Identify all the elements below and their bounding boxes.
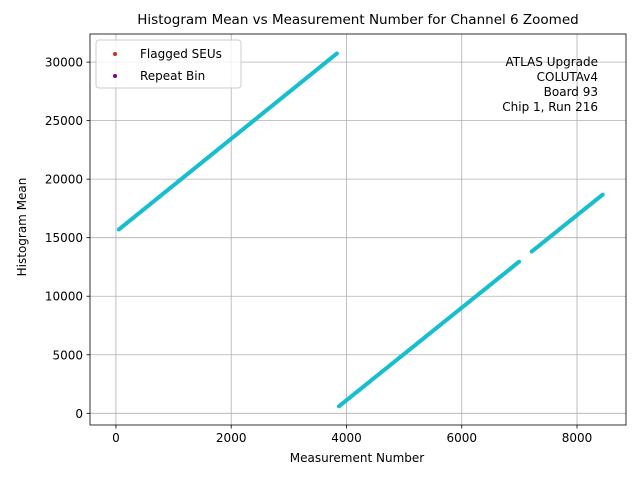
annotation-box: ATLAS Upgrade COLUTAv4 Board 93 Chip 1, … [502, 55, 598, 114]
data-point [600, 192, 605, 197]
annotation-line: COLUTAv4 [537, 70, 598, 84]
chart-title: Histogram Mean vs Measurement Number for… [137, 12, 578, 28]
y-tick-label: 20000 [45, 173, 83, 187]
data-point [517, 259, 522, 264]
x-tick-label: 2000 [216, 431, 247, 445]
plot-frame [89, 33, 627, 426]
data-point [334, 51, 339, 56]
y-axis-label: Histogram Mean [15, 178, 29, 277]
legend-label-flagged-seus: Flagged SEUs [140, 47, 222, 61]
x-axis-label: Measurement Number [290, 451, 424, 465]
legend-marker-flagged-seus [113, 52, 117, 56]
y-tick-label: 25000 [45, 114, 83, 128]
y-tick-label: 15000 [45, 231, 83, 245]
y-tick-label: 0 [75, 407, 83, 421]
legend-label-repeat-bin: Repeat Bin [140, 69, 205, 83]
annotation-line: ATLAS Upgrade [505, 55, 598, 69]
ticks: 0 2000 4000 6000 8000 0 5000 10000 15000 20000 250… [45, 56, 592, 445]
y-tick-label: 10000 [45, 290, 83, 304]
x-tick-label: 6000 [446, 431, 477, 445]
data-points [116, 51, 605, 409]
legend-marker-repeat-bin [113, 74, 117, 78]
annotation-line: Board 93 [544, 85, 598, 99]
legend: Flagged SEUs Repeat Bin [95, 39, 242, 89]
annotation-line: Chip 1, Run 216 [502, 100, 598, 114]
y-tick-label: 30000 [45, 56, 83, 70]
x-tick-label: 8000 [562, 431, 593, 445]
legend-box [95, 39, 242, 89]
x-tick-label: 4000 [331, 431, 362, 445]
grid [90, 34, 626, 425]
y-tick-label: 5000 [52, 348, 83, 362]
x-tick-label: 0 [112, 431, 120, 445]
